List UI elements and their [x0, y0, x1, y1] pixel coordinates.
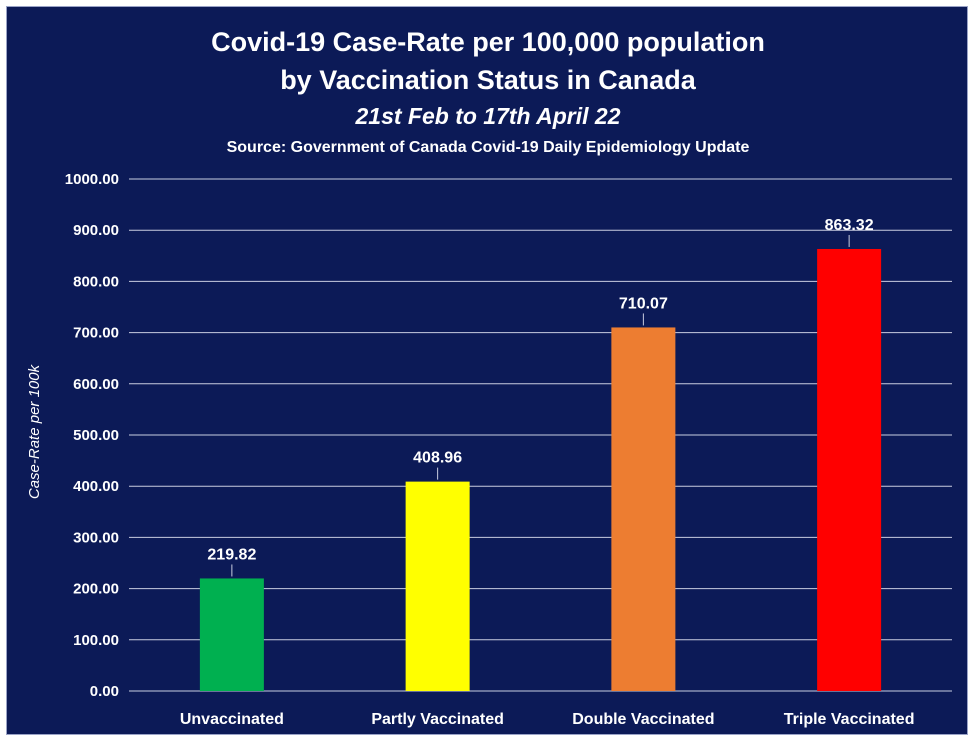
data-label-4: 863.32: [825, 217, 874, 234]
chart-title-line-2: by Vaccination Status in Canada: [280, 65, 696, 95]
x-category-label-3: Double Vaccinated: [572, 711, 714, 728]
y-tick-label: 600.00: [73, 376, 119, 393]
y-tick-label: 100.00: [73, 632, 119, 649]
chart-panel: Covid-19 Case-Rate per 100,000 populatio…: [6, 6, 968, 735]
y-tick-label: 200.00: [73, 581, 119, 598]
x-category-label-1: Unvaccinated: [180, 711, 284, 728]
chart-source: Source: Government of Canada Covid-19 Da…: [226, 139, 750, 156]
data-label-3: 710.07: [619, 295, 668, 312]
x-category-label-4: Triple Vaccinated: [784, 711, 915, 728]
data-labels: 219.82 408.96 710.07 863.32: [207, 217, 874, 577]
y-tick-label: 400.00: [73, 478, 119, 495]
bars: [199, 248, 882, 691]
y-tick-label: 0.00: [90, 683, 119, 700]
bar-4: [817, 248, 882, 691]
bar-chart: 0.00 100.00 200.00 300.00 400.00 500.00 600.00…: [26, 171, 952, 728]
data-label-1: 219.82: [207, 546, 256, 563]
x-axis-categories: Unvaccinated Partly Vaccinated Double Vacc…: [180, 711, 915, 728]
bar-2: [405, 481, 470, 691]
y-tick-label: 1000.00: [65, 171, 119, 188]
chart-title-line-1: Covid-19 Case-Rate per 100,000 populatio…: [211, 27, 765, 57]
y-tick-label: 900.00: [73, 222, 119, 239]
chart-subtitle: 21st Feb to 17th April 22: [355, 103, 621, 129]
y-tick-label: 800.00: [73, 273, 119, 290]
y-tick-label: 300.00: [73, 529, 119, 546]
y-axis-label: Case-Rate per 100k: [26, 363, 43, 499]
gridlines: [129, 178, 952, 692]
y-axis-ticks: 0.00 100.00 200.00 300.00 400.00 500.00 600.00…: [65, 171, 119, 700]
x-category-label-2: Partly Vaccinated: [371, 711, 504, 728]
y-tick-label: 700.00: [73, 325, 119, 342]
bar-1: [199, 578, 264, 691]
y-tick-label: 500.00: [73, 427, 119, 444]
bar-3: [611, 327, 676, 691]
data-label-2: 408.96: [413, 450, 462, 467]
